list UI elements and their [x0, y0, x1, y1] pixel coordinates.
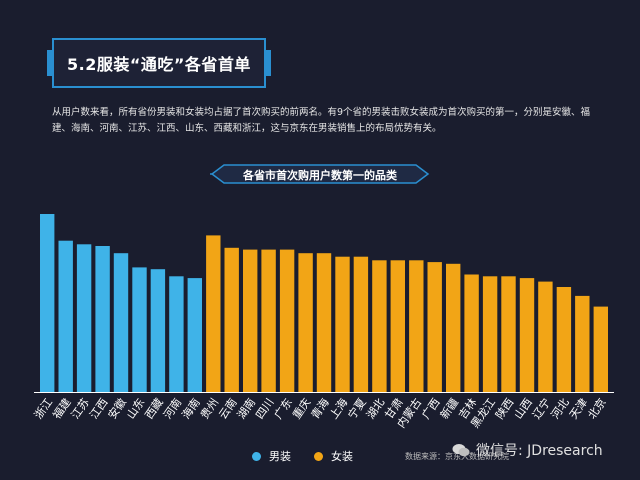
bar-13 — [279, 249, 295, 392]
x-tick-label-9: 贵州 — [198, 396, 221, 421]
bar-4 — [113, 253, 129, 392]
bar-3 — [95, 246, 110, 392]
bar-14 — [298, 253, 313, 392]
title-accent-left — [47, 50, 52, 76]
x-tick-label-22: 新疆 — [437, 395, 461, 421]
bar-21 — [427, 262, 442, 392]
x-tick-label-4: 安徽 — [105, 395, 129, 421]
chart-title-banner: 各省市首次购用户数第一的品类 — [204, 163, 430, 185]
legend-swatch-womenswear — [314, 451, 323, 461]
x-tick-label-11: 湖南 — [235, 396, 258, 421]
bar-1 — [58, 240, 73, 392]
title-accent-right — [266, 50, 271, 76]
bar-6 — [150, 269, 166, 392]
bar-22 — [446, 263, 461, 392]
x-tick-label-14: 重庆 — [289, 395, 313, 421]
legend-item-womenswear: 女装 — [314, 448, 353, 464]
bar-27 — [538, 281, 553, 392]
x-tick-label-12: 四川 — [253, 396, 276, 421]
x-tick-label-18: 湖北 — [364, 396, 387, 421]
bar-17 — [353, 256, 369, 392]
x-tick-label-28: 河北 — [549, 396, 572, 421]
x-tick-label-16: 上海 — [326, 395, 350, 421]
bar-28 — [556, 287, 572, 392]
section-title-box: 5.2服装“通吃”各省首单 — [47, 38, 271, 88]
data-source: 数据来源：京东大数据研究院 — [405, 452, 509, 461]
x-tick-label-26: 山西 — [512, 396, 535, 421]
watermark-text: 微信号: JDresearch — [476, 443, 603, 459]
x-tick-label-10: 云南 — [216, 396, 239, 421]
legend-swatch-menswear — [252, 451, 261, 461]
bar-11 — [243, 249, 258, 392]
x-tick-label-2: 江苏 — [69, 396, 92, 421]
x-tick-label-29: 天津 — [567, 396, 590, 421]
bar-30 — [593, 306, 608, 392]
bar-19 — [390, 260, 405, 392]
bar-5 — [132, 267, 147, 392]
x-tick-label-8: 海南 — [179, 395, 203, 421]
x-tick-label-5: 山东 — [124, 396, 147, 421]
description-text: 从用户数来看，所有省份男装和女装均占据了首次购买的前两名。有9个省的男装击败女装… — [52, 107, 591, 134]
bar-29 — [575, 295, 590, 392]
x-tick-label-25: 陕西 — [492, 395, 516, 421]
bar-8 — [187, 278, 202, 392]
x-tick-label-27: 辽宁 — [529, 395, 553, 421]
section-title: 5.2服装“通吃”各省首单 — [67, 55, 251, 74]
x-tick-label-15: 青海 — [308, 395, 332, 421]
bar-2 — [76, 244, 92, 392]
legend-label-menswear: 男装 — [269, 450, 291, 463]
x-tick-label-6: 西藏 — [143, 396, 166, 421]
x-tick-label-3: 江西 — [87, 396, 110, 421]
wechat-icon — [452, 444, 470, 457]
bar-0 — [40, 214, 55, 392]
bar-7 — [169, 276, 184, 392]
x-tick-label-13: 广东 — [272, 396, 295, 421]
bar-23 — [464, 274, 479, 392]
bar-12 — [261, 249, 276, 392]
bar-24 — [482, 276, 498, 392]
x-tick-label-1: 福建 — [50, 395, 74, 421]
chart-title: 各省市首次购用户数第一的品类 — [243, 169, 397, 182]
bar-15 — [316, 253, 332, 392]
x-tick-label-30: 北京 — [585, 395, 609, 421]
legend-item-menswear: 男装 — [252, 448, 291, 464]
bar-9 — [206, 235, 221, 392]
x-tick-label-0: 浙江 — [32, 396, 55, 421]
bar-26 — [519, 278, 535, 392]
bar-18 — [372, 260, 387, 392]
bar-10 — [224, 247, 239, 392]
bar-16 — [335, 256, 350, 392]
x-tick-label-21: 广西 — [419, 396, 442, 421]
wechat-watermark: 微信号: JDresearch — [452, 440, 603, 460]
bar-25 — [501, 276, 516, 392]
bar-20 — [409, 260, 424, 392]
x-tick-label-7: 河南 — [161, 396, 184, 421]
legend-label-womenswear: 女装 — [331, 450, 353, 463]
x-tick-label-17: 宁夏 — [345, 395, 369, 421]
